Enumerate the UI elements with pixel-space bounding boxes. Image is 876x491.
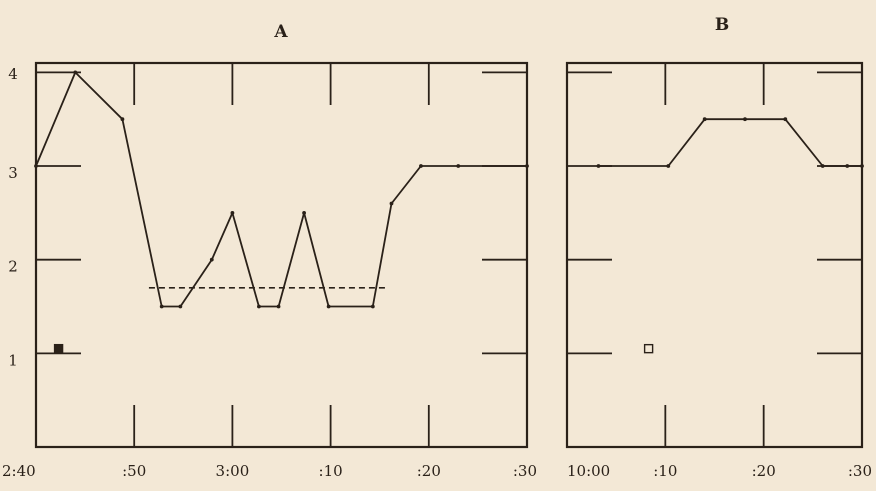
data-point-b-6 xyxy=(845,164,850,168)
data-point-a-8 xyxy=(276,304,281,309)
plot-frame-a xyxy=(34,61,529,449)
y-tick-label-a-2: 3 xyxy=(8,164,18,182)
series-line-b-0 xyxy=(598,118,862,167)
data-point-a-6 xyxy=(230,210,235,215)
x-tick-label-a-1: :50 xyxy=(122,462,146,480)
panel-title-a: A xyxy=(273,22,288,42)
x-tick-label-a-0: 2:40 xyxy=(2,462,36,480)
data-point-a-11 xyxy=(370,304,375,309)
data-point-a-7 xyxy=(257,304,261,309)
data-point-a-4 xyxy=(178,304,183,309)
data-point-a-2 xyxy=(120,117,125,122)
x-tick-label-b-1: :10 xyxy=(653,462,677,480)
x-tick-label-a-2: 3:00 xyxy=(216,462,250,480)
data-point-b-1 xyxy=(666,164,671,168)
data-point-b-4 xyxy=(783,117,788,122)
plot-frame-b xyxy=(565,61,864,449)
panel-title-b: B xyxy=(715,15,729,35)
panel-a: A 2:40 :50 3:00 :10 :20 :30 1 2 3 4 xyxy=(2,22,537,480)
data-point-a-12 xyxy=(389,201,394,206)
data-point-a-13 xyxy=(419,164,423,168)
data-point-b-3 xyxy=(743,117,747,122)
data-point-a-3 xyxy=(159,304,164,309)
square-marker-b xyxy=(643,343,654,354)
data-point-a-1 xyxy=(73,70,78,75)
x-tick-label-b-2: :20 xyxy=(752,462,776,480)
data-point-b-7 xyxy=(860,164,864,168)
panel-b: B 10:00 :10 :20 :30 xyxy=(565,15,872,480)
square-marker-a xyxy=(53,343,64,354)
data-point-b-2 xyxy=(702,117,707,122)
data-point-a-5 xyxy=(209,257,214,262)
y-tick-label-a-3: 4 xyxy=(8,65,18,83)
data-point-a-10 xyxy=(326,304,331,309)
x-tick-label-a-4: :20 xyxy=(417,462,441,480)
data-point-a-14 xyxy=(456,164,461,168)
data-point-a-15 xyxy=(525,164,529,168)
data-point-b-5 xyxy=(820,164,825,168)
y-tick-label-a-1: 2 xyxy=(8,258,18,276)
data-point-b-0 xyxy=(596,164,601,168)
series-line-a-0 xyxy=(35,71,527,308)
x-tick-label-b-0: 10:00 xyxy=(567,462,610,480)
x-tick-label-a-5: :30 xyxy=(513,462,537,480)
x-tick-label-b-3: :30 xyxy=(848,462,872,480)
data-point-a-0 xyxy=(34,164,38,168)
x-tick-label-a-3: :10 xyxy=(319,462,343,480)
data-point-a-9 xyxy=(302,210,306,215)
y-tick-label-a-0: 1 xyxy=(8,351,18,369)
